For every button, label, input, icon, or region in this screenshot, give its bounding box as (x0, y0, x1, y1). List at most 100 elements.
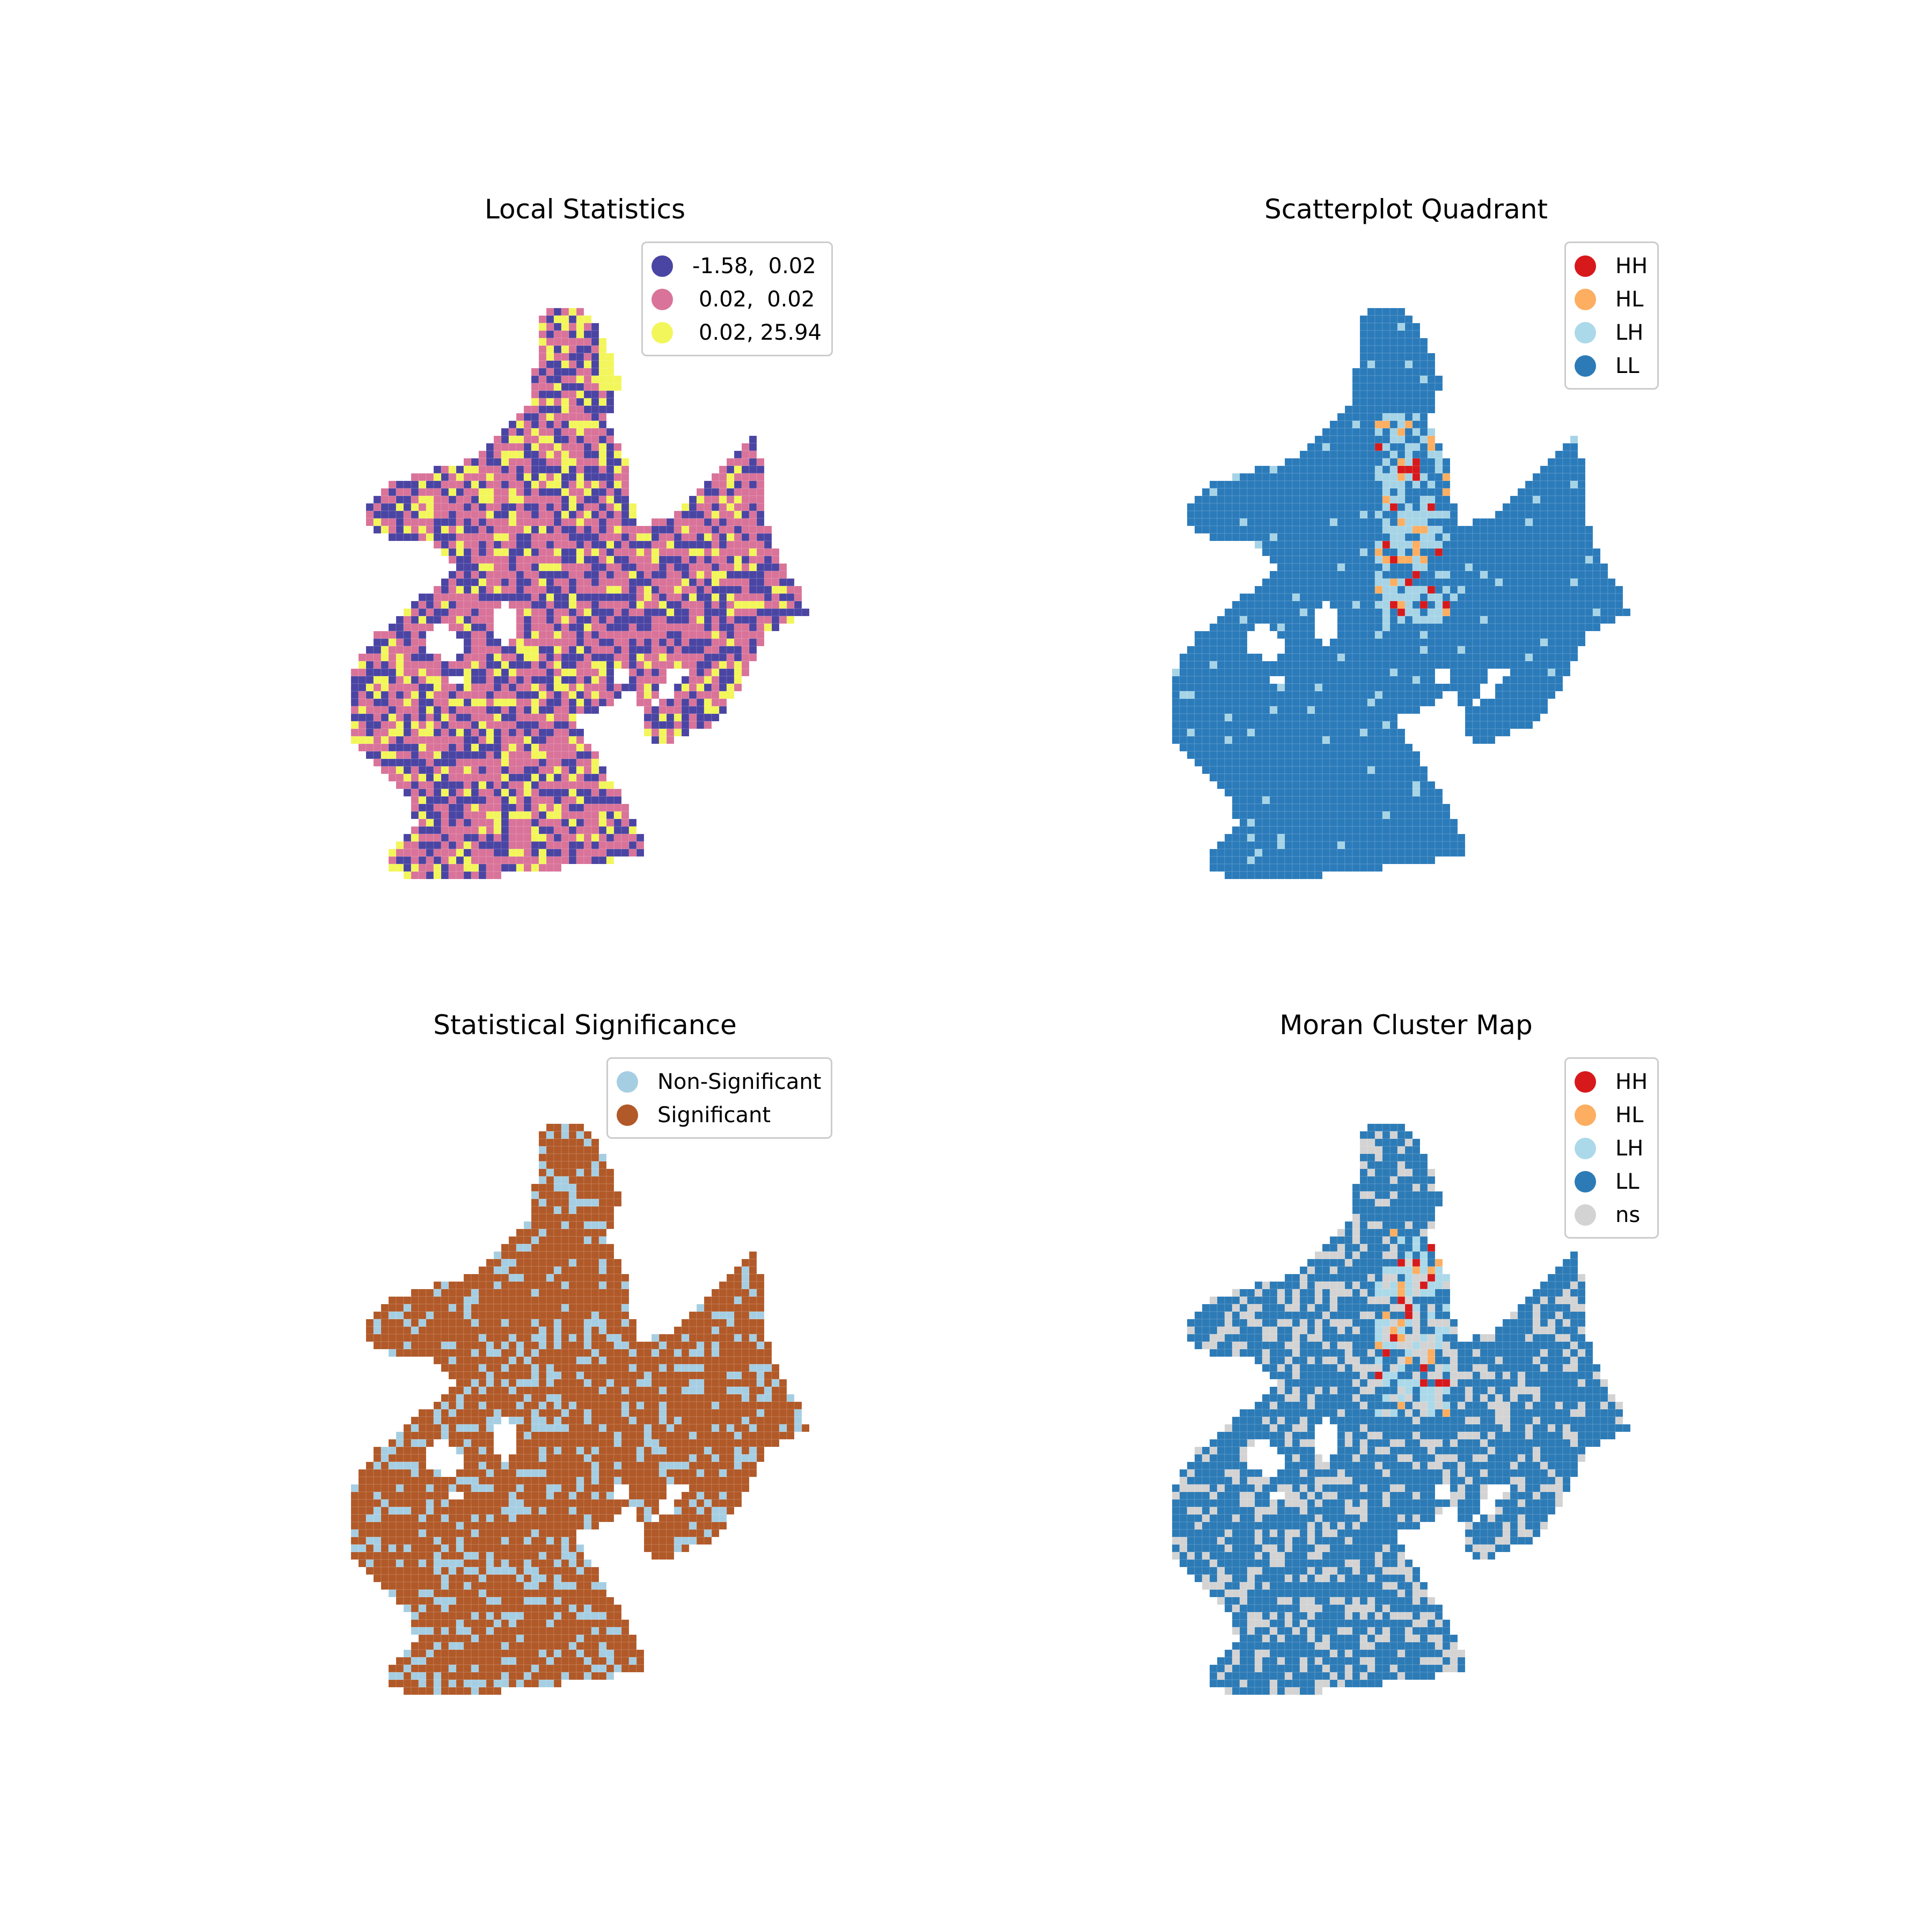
tract-cell (666, 616, 675, 624)
tract-cell (1232, 691, 1240, 699)
tract-cell (486, 743, 494, 752)
tract-cell (516, 796, 524, 804)
tract-cell (501, 826, 509, 835)
tract-cell (1284, 638, 1293, 647)
tract-cell (1555, 601, 1563, 609)
tract-cell (1329, 676, 1338, 684)
tract-cell (568, 390, 577, 399)
tract-cell (508, 503, 517, 511)
tract-cell (1412, 593, 1421, 602)
tract-cell (1457, 548, 1466, 557)
tract-cell (433, 848, 442, 857)
tract-cell (1397, 405, 1406, 414)
tract-cell (1269, 826, 1278, 835)
tract-cell (561, 841, 569, 850)
tract-cell (1367, 420, 1375, 429)
tract-cell (771, 593, 780, 602)
tract-cell (613, 691, 622, 699)
tract-cell (1359, 548, 1368, 557)
tract-cell (561, 548, 569, 557)
tract-cell (1562, 563, 1571, 572)
legend-marker (652, 255, 673, 277)
tract-cell (396, 841, 404, 850)
tract-cell (523, 863, 532, 872)
tract-cell (1525, 533, 1533, 541)
tract-cell (1247, 758, 1255, 767)
tract-cell (643, 593, 652, 602)
tract-cell (628, 518, 637, 526)
tract-cell (658, 623, 667, 632)
tract-cell (1344, 570, 1353, 579)
tract-cell (1435, 480, 1443, 489)
tract-cell (396, 736, 404, 744)
tract-cell (486, 758, 494, 767)
tract-cell (1367, 668, 1375, 677)
tract-cell (628, 638, 637, 647)
tract-cell (1307, 811, 1315, 819)
tract-cell (1307, 450, 1315, 459)
tract-cell (1555, 563, 1563, 572)
tract-cell (1284, 518, 1293, 526)
legend-marker (1575, 255, 1596, 277)
tract-cell (1517, 533, 1526, 541)
tract-cell (418, 593, 427, 602)
tract-cell (696, 510, 705, 519)
tract-cell (741, 488, 750, 496)
tract-cell (508, 848, 517, 857)
tract-cell (523, 608, 532, 617)
tract-cell (433, 510, 442, 519)
tract-cell (1337, 691, 1345, 699)
tract-cell (1314, 706, 1323, 714)
tract-cell (1337, 668, 1345, 677)
tract-cell (418, 488, 427, 496)
tract-cell (764, 586, 772, 594)
tract-cell (1404, 593, 1413, 602)
tract-cell (583, 465, 592, 474)
tract-cell (433, 525, 442, 534)
tract-cell (448, 608, 457, 617)
tract-cell (1555, 473, 1563, 481)
tract-cell (516, 721, 524, 729)
tract-cell (1570, 623, 1578, 632)
tract-cell (1427, 435, 1436, 444)
tract-cell (1239, 781, 1248, 789)
tract-cell (583, 706, 592, 714)
tract-cell (553, 555, 562, 564)
tract-cell (411, 833, 419, 842)
tract-cell (1532, 698, 1541, 707)
tract-cell (553, 368, 562, 376)
tract-cell (1404, 698, 1413, 707)
tract-cell (1570, 631, 1578, 639)
tract-cell (1435, 623, 1443, 632)
tract-cell (546, 383, 554, 391)
tract-cell (463, 473, 472, 481)
tract-cell (1202, 766, 1210, 774)
tract-cell (1389, 428, 1398, 436)
tract-cell (568, 818, 577, 827)
tract-cell (1555, 586, 1563, 594)
tract-cell (583, 473, 592, 481)
tract-cell (1555, 631, 1563, 639)
tract-cell (1337, 833, 1345, 842)
tract-cell (1472, 586, 1481, 594)
tract-cell (493, 480, 502, 489)
tract-cell (1314, 848, 1323, 857)
tract-cell (719, 646, 727, 654)
tract-cell (403, 661, 412, 669)
tract-cell (553, 390, 562, 399)
tract-cell (1532, 518, 1541, 526)
tract-cell (1254, 586, 1263, 594)
tract-cell (1262, 510, 1270, 519)
tract-cell (523, 428, 532, 436)
tract-cell (388, 856, 397, 865)
tract-cell (478, 721, 487, 729)
tract-cell (1217, 646, 1225, 654)
tract-cell (1487, 638, 1496, 647)
tract-cell (613, 510, 622, 519)
tract-cell (598, 555, 607, 564)
tract-cell (1540, 480, 1548, 489)
tract-cell (726, 683, 735, 692)
tract-cell (456, 871, 464, 880)
tract-cell (1480, 563, 1488, 572)
tract-cell (576, 540, 584, 549)
